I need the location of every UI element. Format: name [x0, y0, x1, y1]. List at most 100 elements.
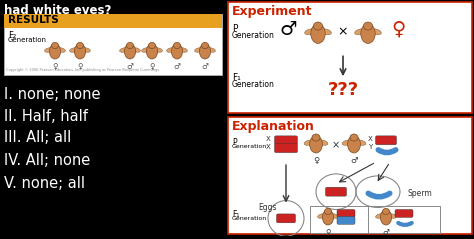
Text: Y: Y	[368, 144, 372, 150]
Ellipse shape	[207, 48, 215, 52]
Text: X: X	[368, 136, 373, 142]
Ellipse shape	[381, 210, 392, 225]
Ellipse shape	[70, 48, 78, 52]
Ellipse shape	[179, 48, 187, 52]
Ellipse shape	[142, 48, 150, 52]
Text: w⁺: w⁺	[295, 152, 301, 157]
Text: IV. All; none: IV. All; none	[4, 153, 90, 168]
Ellipse shape	[364, 22, 373, 30]
Bar	[228, 117, 472, 234]
Ellipse shape	[74, 44, 86, 59]
Text: Experiment: Experiment	[232, 5, 312, 18]
Ellipse shape	[304, 140, 313, 145]
Ellipse shape	[148, 42, 155, 49]
Text: X: X	[266, 136, 271, 142]
Ellipse shape	[172, 44, 182, 59]
Text: F₁: F₁	[232, 73, 241, 82]
Ellipse shape	[318, 214, 326, 218]
Ellipse shape	[57, 48, 65, 52]
Text: Sperm: Sperm	[408, 189, 433, 198]
Ellipse shape	[321, 29, 331, 35]
Text: ♂: ♂	[350, 156, 358, 165]
Text: F₁: F₁	[232, 211, 239, 219]
Text: ♀: ♀	[52, 62, 58, 71]
Ellipse shape	[388, 214, 396, 218]
Text: P: P	[232, 24, 237, 33]
Text: ×: ×	[338, 26, 348, 39]
Ellipse shape	[146, 44, 157, 59]
Text: Generation: Generation	[232, 31, 275, 40]
Text: X: X	[266, 144, 271, 150]
Ellipse shape	[311, 24, 325, 43]
FancyArrowPatch shape	[368, 193, 390, 197]
Ellipse shape	[127, 42, 134, 49]
Text: had white eyes?: had white eyes?	[4, 4, 111, 17]
FancyBboxPatch shape	[395, 209, 413, 217]
Text: Generation: Generation	[232, 80, 275, 89]
FancyBboxPatch shape	[274, 136, 298, 145]
Text: ♀: ♀	[325, 228, 331, 237]
Bar	[228, 2, 472, 113]
Ellipse shape	[355, 29, 365, 35]
FancyArrowPatch shape	[398, 223, 412, 225]
Text: I. none; none: I. none; none	[4, 87, 100, 102]
Text: ♀: ♀	[313, 156, 319, 165]
Text: P: P	[232, 138, 237, 147]
Text: Generation: Generation	[232, 144, 267, 149]
FancyBboxPatch shape	[276, 214, 295, 223]
Ellipse shape	[154, 48, 163, 52]
FancyBboxPatch shape	[274, 144, 298, 153]
Text: ♀: ♀	[391, 20, 405, 39]
Ellipse shape	[383, 208, 390, 215]
Ellipse shape	[313, 22, 322, 30]
Ellipse shape	[200, 44, 210, 59]
Bar	[4, 14, 222, 28]
Text: ×: ×	[332, 140, 340, 150]
Ellipse shape	[375, 214, 384, 218]
Text: F₂: F₂	[8, 31, 16, 40]
Ellipse shape	[319, 140, 328, 145]
Ellipse shape	[361, 24, 375, 43]
Ellipse shape	[45, 48, 53, 52]
Text: ♂: ♂	[173, 62, 181, 71]
Text: II. Half, half: II. Half, half	[4, 109, 88, 124]
Ellipse shape	[119, 48, 128, 52]
Ellipse shape	[166, 48, 175, 52]
Text: RESULTS: RESULTS	[8, 15, 59, 25]
Text: Copyright © 2006 Pearson Education, Inc. publishing as Pearson Benjamin Cummings: Copyright © 2006 Pearson Education, Inc.…	[6, 68, 159, 72]
FancyBboxPatch shape	[326, 187, 346, 196]
Ellipse shape	[305, 29, 315, 35]
Ellipse shape	[371, 29, 382, 35]
Ellipse shape	[132, 48, 140, 52]
Ellipse shape	[342, 140, 352, 145]
Text: Generation: Generation	[232, 216, 267, 221]
Ellipse shape	[347, 136, 360, 153]
FancyBboxPatch shape	[337, 209, 355, 217]
Ellipse shape	[49, 44, 61, 59]
Bar	[4, 14, 222, 75]
Ellipse shape	[356, 140, 366, 145]
Ellipse shape	[52, 42, 58, 49]
Ellipse shape	[322, 210, 334, 225]
Ellipse shape	[325, 208, 331, 215]
Text: ♂: ♂	[279, 20, 297, 39]
Ellipse shape	[310, 136, 322, 153]
Ellipse shape	[124, 44, 136, 59]
Bar	[310, 206, 440, 233]
Ellipse shape	[330, 214, 338, 218]
Ellipse shape	[82, 48, 91, 52]
FancyArrowPatch shape	[378, 150, 396, 153]
Ellipse shape	[201, 42, 209, 49]
Text: ♂: ♂	[201, 62, 209, 71]
Text: ???: ???	[328, 81, 358, 99]
Text: ♂: ♂	[383, 228, 390, 237]
Ellipse shape	[350, 134, 358, 141]
FancyBboxPatch shape	[375, 136, 396, 145]
Text: ♂: ♂	[127, 62, 134, 71]
Ellipse shape	[312, 134, 320, 141]
Text: Eggs: Eggs	[258, 203, 276, 212]
Ellipse shape	[76, 42, 83, 49]
Ellipse shape	[173, 42, 181, 49]
Text: ♀: ♀	[77, 62, 83, 71]
Ellipse shape	[195, 48, 203, 52]
